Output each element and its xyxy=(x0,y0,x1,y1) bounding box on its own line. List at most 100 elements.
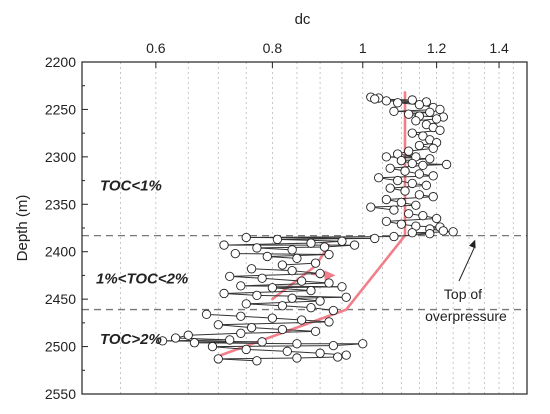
data-point xyxy=(241,299,251,309)
y-tick-label: 2250 xyxy=(45,101,76,117)
data-point xyxy=(292,353,302,363)
point-link xyxy=(386,218,437,222)
data-point xyxy=(381,216,392,227)
data-point xyxy=(389,205,399,215)
data-point xyxy=(287,293,297,303)
zone-label-high-toc: TOC>2% xyxy=(100,331,162,348)
data-point xyxy=(252,290,262,300)
data-point xyxy=(407,228,417,238)
data-point xyxy=(404,146,414,156)
point-link xyxy=(287,350,321,354)
point-link xyxy=(212,345,334,348)
data-point xyxy=(393,98,403,108)
data-point xyxy=(246,264,257,274)
data-point xyxy=(396,156,407,166)
point-link xyxy=(277,237,375,240)
data-point xyxy=(418,131,428,141)
data-point xyxy=(287,266,297,276)
data-point xyxy=(267,313,278,323)
data-points xyxy=(157,92,458,366)
zone-label-mid-toc: 1%<TOC<2% xyxy=(96,270,188,287)
data-point xyxy=(333,352,343,362)
point-link xyxy=(251,268,293,272)
point-link xyxy=(212,346,247,350)
data-point xyxy=(381,96,392,106)
annotation-arrow-head xyxy=(469,239,476,249)
data-point xyxy=(315,268,325,279)
data-point xyxy=(358,339,368,349)
data-point xyxy=(252,356,262,366)
data-point xyxy=(400,186,410,196)
point-link xyxy=(224,290,312,294)
point-link xyxy=(272,287,312,292)
data-point xyxy=(225,335,235,345)
data-point xyxy=(267,283,278,293)
data-point xyxy=(219,240,229,250)
data-point xyxy=(297,276,307,286)
data-point xyxy=(337,236,347,246)
x-tick-label: 0.8 xyxy=(263,40,283,56)
data-point xyxy=(319,242,330,252)
y-tick-label: 2200 xyxy=(45,54,76,70)
data-point xyxy=(418,211,428,221)
data-point xyxy=(425,154,435,164)
y-tick-label: 2300 xyxy=(45,149,76,165)
data-point xyxy=(428,192,438,202)
data-point xyxy=(389,231,399,242)
point-link xyxy=(333,343,363,347)
point-link xyxy=(218,358,257,362)
point-link xyxy=(386,196,434,201)
data-point xyxy=(381,152,392,162)
data-point xyxy=(407,95,417,105)
data-point xyxy=(257,273,267,283)
data-point xyxy=(282,346,292,356)
x-axis-title: dc xyxy=(295,11,311,28)
data-point xyxy=(425,229,435,239)
y-tick-label: 2450 xyxy=(45,291,76,307)
data-point xyxy=(207,341,218,352)
point-link xyxy=(224,292,257,296)
data-point xyxy=(324,278,334,288)
data-point xyxy=(246,322,257,333)
data-point xyxy=(252,243,262,253)
data-point xyxy=(292,253,302,264)
point-link xyxy=(246,348,288,352)
data-point xyxy=(414,190,425,200)
x-tick-label: 1.2 xyxy=(427,40,447,56)
x-tick-label: 1.4 xyxy=(489,40,509,56)
data-point xyxy=(306,285,316,296)
data-point xyxy=(428,143,438,153)
y-tick-label: 2500 xyxy=(45,339,76,355)
data-point xyxy=(297,315,307,325)
point-link xyxy=(262,277,302,282)
data-point xyxy=(414,169,425,179)
point-link xyxy=(251,327,283,330)
point-link xyxy=(324,244,355,248)
data-point xyxy=(213,354,223,364)
data-point xyxy=(315,296,325,306)
data-point xyxy=(381,194,392,205)
point-link xyxy=(282,305,312,309)
data-point xyxy=(241,344,251,355)
data-point xyxy=(219,288,229,299)
point-link xyxy=(386,156,430,160)
point-link xyxy=(292,270,321,275)
data-point xyxy=(306,238,316,248)
data-point xyxy=(435,104,445,115)
data-point xyxy=(236,328,246,338)
point-link xyxy=(229,273,321,277)
data-point xyxy=(287,245,297,255)
data-point xyxy=(411,200,421,210)
data-point xyxy=(315,348,325,358)
point-link xyxy=(378,175,434,179)
data-point xyxy=(414,140,425,151)
data-point xyxy=(328,340,339,351)
data-point xyxy=(407,158,417,169)
annotation-arrow xyxy=(458,245,476,282)
point-link xyxy=(292,297,321,302)
data-point xyxy=(157,336,168,346)
point-link xyxy=(240,330,316,334)
data-point xyxy=(324,249,334,260)
data-point xyxy=(374,173,384,183)
point-link xyxy=(246,303,283,307)
